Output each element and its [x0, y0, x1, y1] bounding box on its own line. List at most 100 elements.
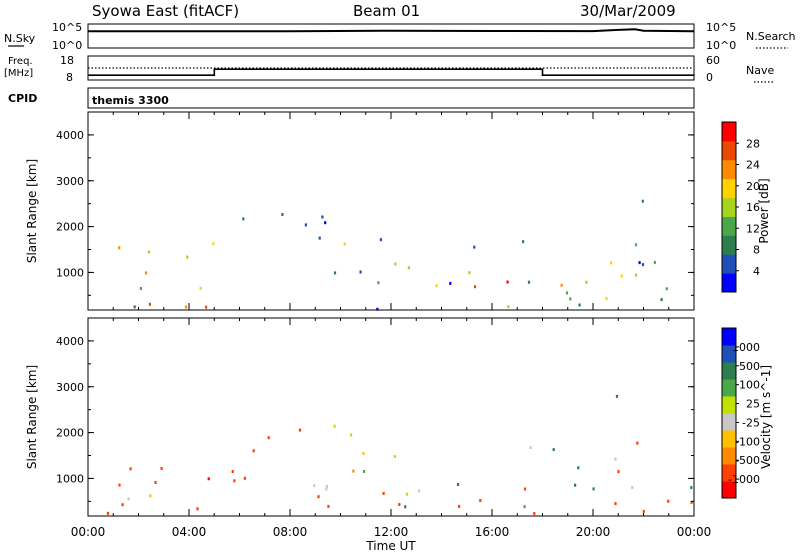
heatmap-cell [456, 483, 460, 486]
heatmap-cell [522, 240, 525, 244]
heatmap-cell [610, 261, 613, 265]
noise-left-tick-top: 10^5 [52, 21, 82, 34]
heatmap-cell [205, 305, 208, 309]
nave-label: Nave [746, 64, 774, 77]
heatmap-cell [578, 303, 581, 307]
date-label: 30/Mar/2009 [580, 2, 676, 20]
colorbar-segment [722, 430, 736, 448]
heatmap-cell [233, 479, 236, 483]
heatmap-cell [638, 261, 641, 265]
x-tick-label: 04:00 [172, 525, 207, 539]
velocity-colorbar-label: Velocity [m s^-1] [759, 365, 773, 469]
heatmap-cell [231, 470, 234, 473]
heatmap-cell [635, 273, 638, 277]
heatmap-cell [617, 470, 620, 474]
beam-label: Beam 01 [353, 2, 420, 20]
heatmap-cell [333, 424, 336, 428]
colorbar-tick-label: 24 [746, 159, 760, 172]
colorbar-segment [722, 122, 736, 142]
colorbar-segment [722, 379, 736, 397]
noise-left-tick-bottom: 10^0 [52, 39, 82, 52]
noise-line-0 [87, 28, 695, 33]
heatmap-cell [139, 287, 142, 290]
heatmap-cell [318, 236, 321, 240]
heatmap-cell [523, 505, 526, 509]
power-axes: 1000 2000 3000 4000 [56, 112, 695, 310]
heatmap-cell [377, 281, 380, 285]
heatmap-cell [242, 217, 245, 221]
heatmap-cell [690, 486, 693, 490]
heatmap-cell [145, 271, 148, 275]
heatmap-cell [418, 489, 421, 493]
colorbar-tick-label: -25 [742, 416, 760, 429]
colorbar-tick-label: 28 [746, 137, 760, 150]
heatmap-cell [667, 499, 670, 503]
colorbar-segment [722, 345, 736, 363]
noise-series [87, 28, 695, 33]
heatmap-cell [393, 455, 396, 459]
heatmap-cell [304, 223, 307, 227]
heatmap-cell [133, 305, 136, 309]
colorbar-segment [722, 159, 736, 180]
y-tick-label: 1000 [56, 266, 84, 279]
heatmap-cell [118, 483, 121, 487]
colorbar-tick-label: 1000 [732, 341, 760, 354]
heatmap-cell [614, 457, 617, 461]
heatmap-cell [468, 271, 471, 275]
heatmap-cell [690, 500, 693, 504]
colorbar-segment [722, 140, 736, 161]
heatmap-cell [379, 238, 382, 242]
heatmap-cell [631, 486, 634, 489]
nave-right-tick-top: 60 [706, 54, 720, 67]
colorbar-tick-label: 25 [746, 398, 760, 411]
freq-left-tick-top: 18 [60, 54, 74, 67]
heatmap-cell [605, 297, 608, 301]
x-tick-label: 20:00 [576, 525, 611, 539]
velocity-colorbar: 1000 500 100 25 -25 -100 -500 -1000 [721, 327, 760, 499]
colorbar-segment [722, 464, 736, 482]
heatmap-cell [196, 507, 199, 511]
x-tick-label: 16:00 [475, 525, 510, 539]
noise-right-tick-top: 10^5 [706, 21, 736, 34]
noise-right-tick-bottom: 10^0 [706, 39, 736, 52]
heatmap-cell [398, 503, 401, 506]
heatmap-cell [407, 266, 410, 270]
x-tick-label: 12:00 [374, 525, 409, 539]
heatmap-cell [325, 487, 328, 491]
noise-sky-label: N.Sky [4, 32, 36, 45]
heatmap-cell [243, 476, 246, 480]
heatmap-cell [382, 491, 385, 495]
colorbar-tick-label: 500 [739, 360, 760, 373]
heatmap-cell [560, 283, 563, 287]
heatmap-cell [321, 215, 324, 219]
heatmap-cell [642, 509, 645, 513]
frequency-line [88, 68, 694, 76]
heatmap-cell [154, 481, 157, 484]
heatmap-cell [317, 495, 320, 499]
heatmap-cell [298, 428, 302, 432]
heatmap-cell [352, 469, 355, 473]
heatmap-cell [118, 246, 121, 250]
heatmap-cell [359, 270, 362, 274]
time-axis-ticks: 00:00 04:00 08:00 12:00 16:00 20:00 00:00 [71, 525, 712, 539]
cpid-label: CPID [8, 92, 37, 105]
heatmap-cell [160, 467, 163, 470]
heatmap-cell [199, 286, 202, 290]
heatmap-cell [614, 502, 617, 506]
colorbar-segment [722, 413, 736, 431]
heatmap-cell [507, 305, 510, 309]
heatmap-cell [523, 487, 527, 491]
heatmap-cell [577, 466, 580, 470]
heatmap-cell [127, 497, 130, 501]
colorbar-segment [722, 273, 736, 293]
heatmap-cell [394, 262, 397, 266]
heatmap-cell [186, 255, 189, 259]
heatmap-cell [592, 487, 595, 491]
colorbar-segment [722, 328, 736, 346]
noise-panel-frame [87, 23, 695, 49]
heatmap-cell [149, 494, 152, 498]
heatmap-cell [376, 307, 379, 311]
heatmap-cell [281, 213, 284, 216]
heatmap-cell [527, 280, 531, 284]
